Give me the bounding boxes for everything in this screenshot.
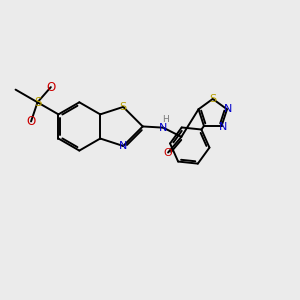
Text: S: S — [34, 96, 41, 109]
Text: H: H — [162, 115, 169, 124]
Text: O: O — [164, 148, 172, 158]
Text: O: O — [46, 81, 56, 94]
Text: N: N — [159, 123, 167, 133]
Text: S: S — [120, 102, 127, 112]
Text: N: N — [119, 141, 128, 151]
Text: N: N — [224, 104, 232, 114]
Text: N: N — [218, 122, 227, 132]
Text: O: O — [26, 115, 36, 128]
Text: S: S — [209, 94, 216, 104]
